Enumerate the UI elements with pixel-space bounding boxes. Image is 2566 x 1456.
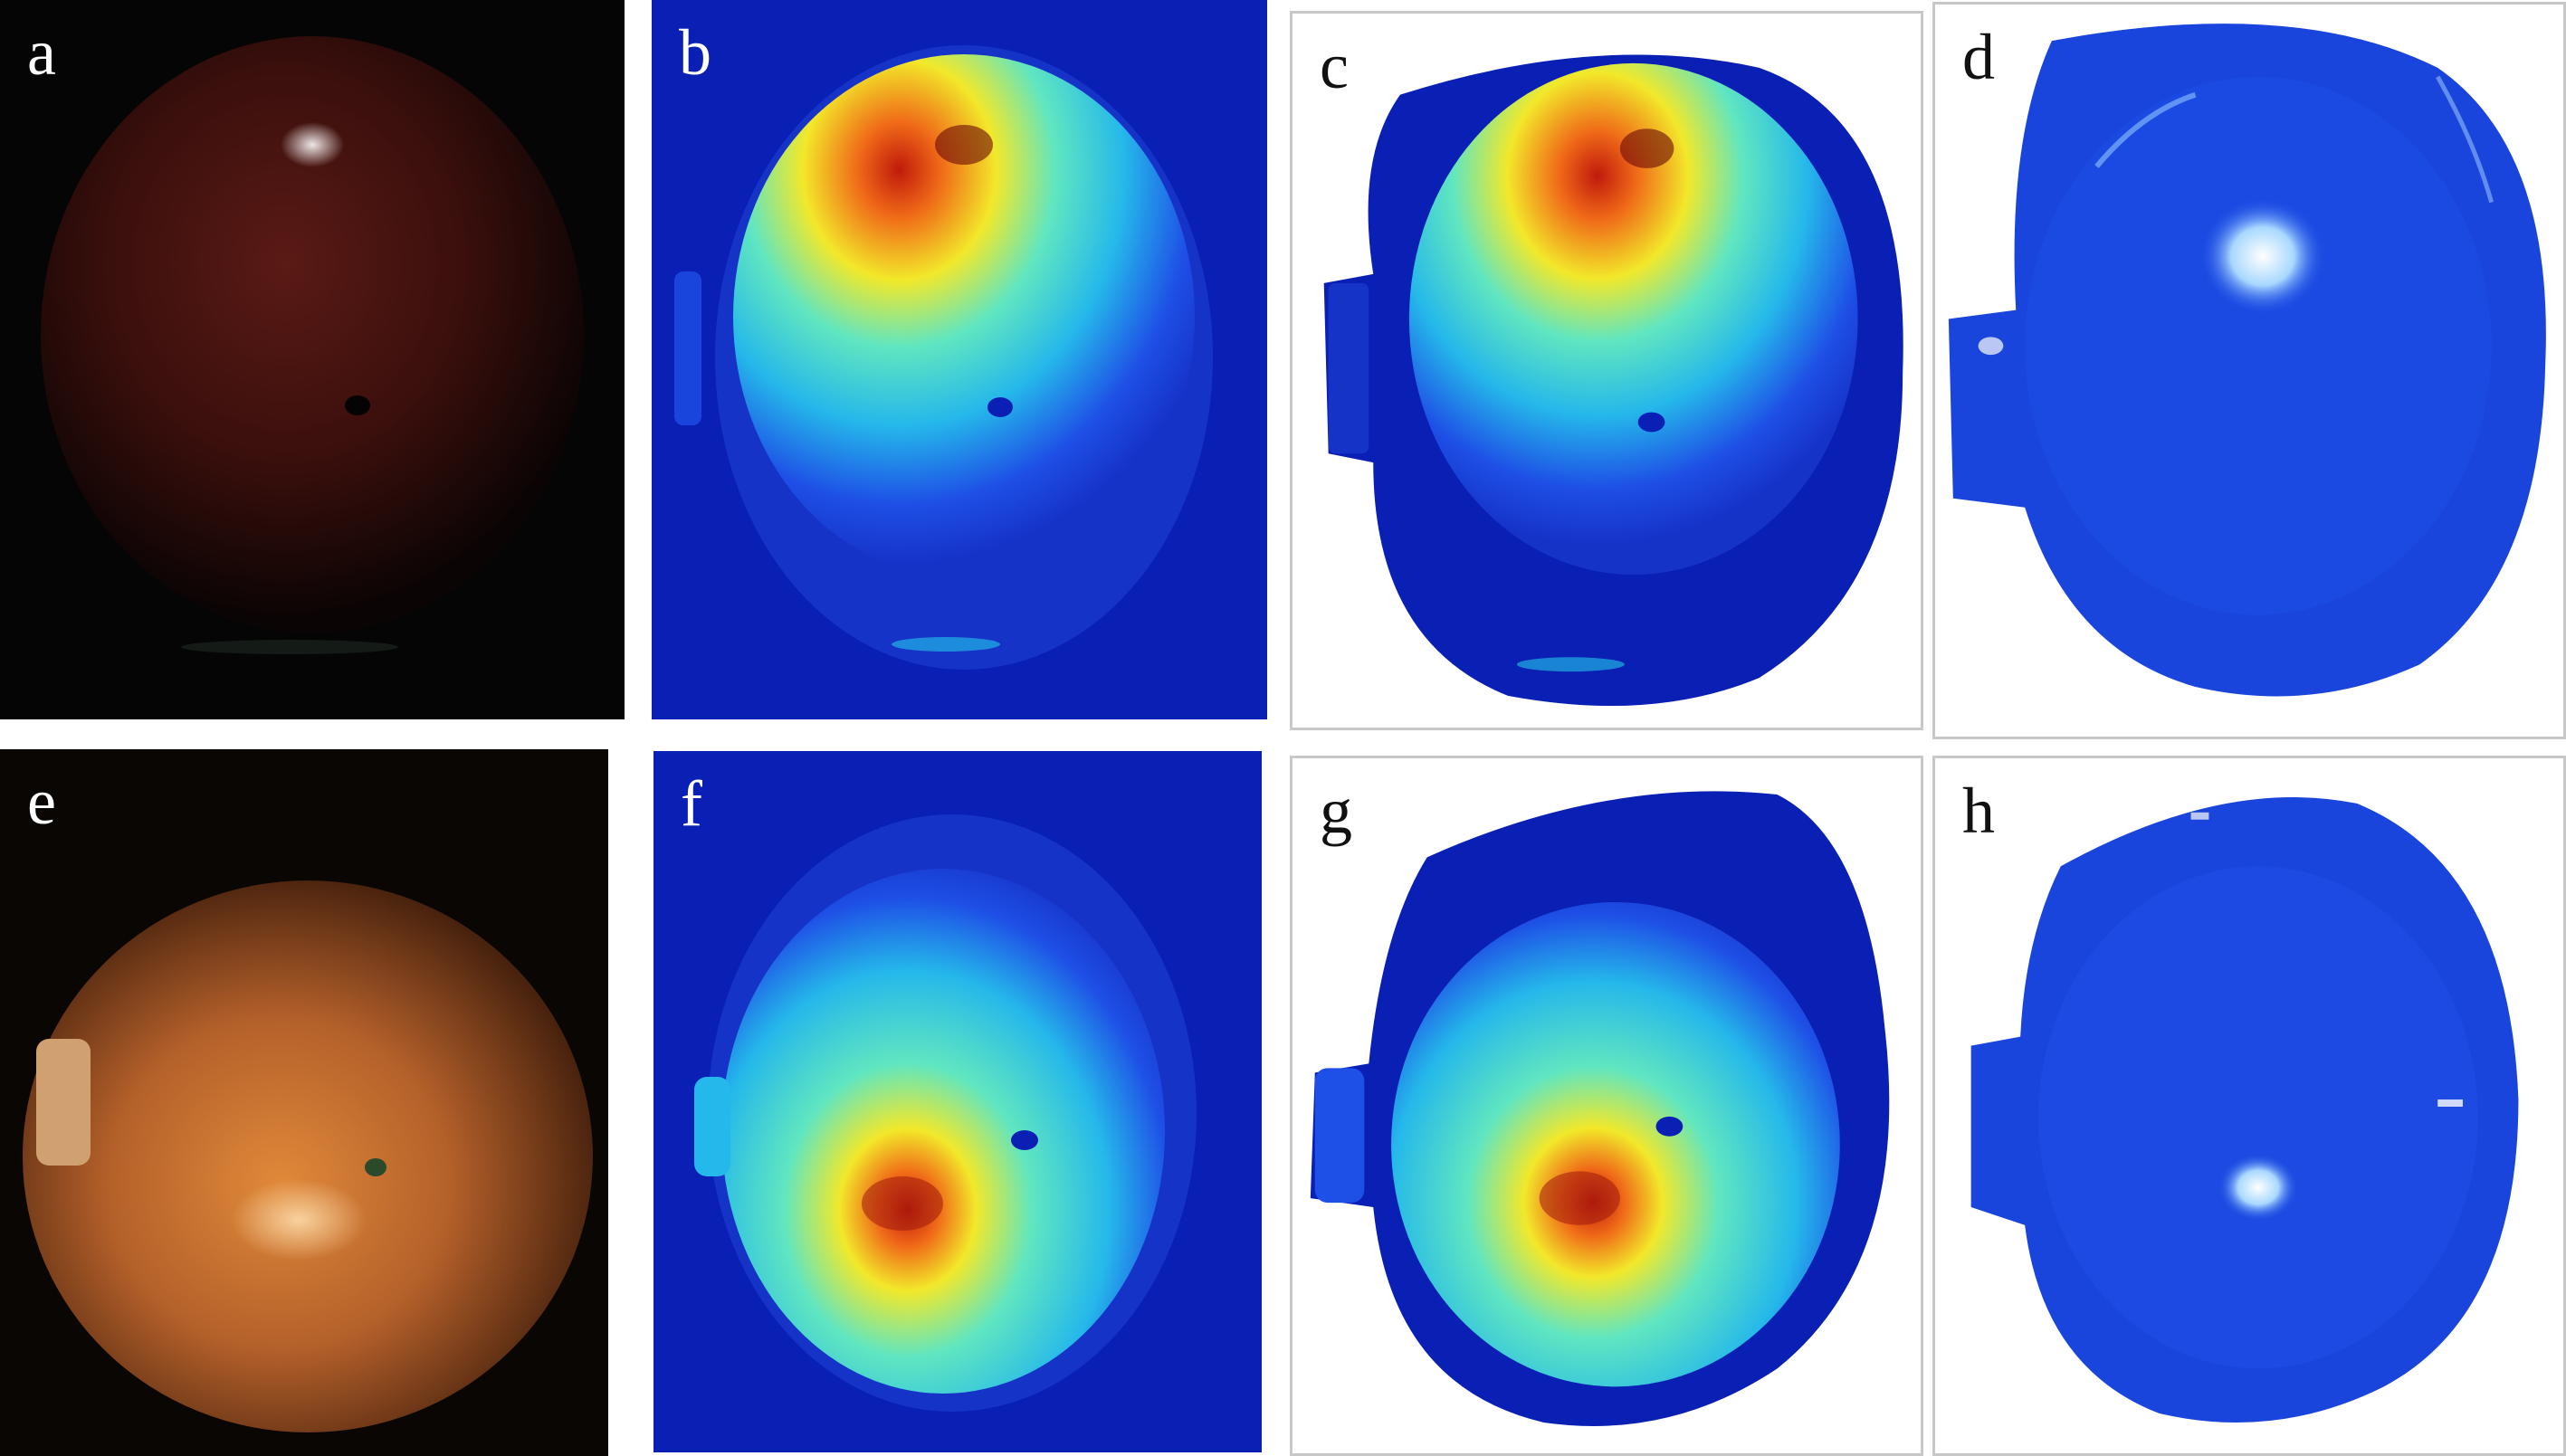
blemish-spot xyxy=(1011,1130,1038,1150)
panel-label-b: b xyxy=(679,16,711,89)
panel-label-d: d xyxy=(1962,21,1995,93)
panel-a-image xyxy=(0,0,625,719)
panel-b: b xyxy=(652,0,1267,719)
bright-spot xyxy=(2199,197,2326,315)
panel-b-image xyxy=(652,0,1267,719)
panel-c: c xyxy=(1290,11,1923,730)
fruit-body xyxy=(41,36,584,633)
blemish-spot xyxy=(987,397,1013,417)
panel-g: g xyxy=(1290,756,1923,1456)
panel-label-e: e xyxy=(27,766,56,838)
panel-label-a: a xyxy=(27,16,56,89)
blemish-spot xyxy=(345,395,370,415)
panel-label-h: h xyxy=(1962,775,1995,847)
panel-c-image xyxy=(1323,54,1903,707)
panel-d: d xyxy=(1932,2,2566,739)
panel-g-image xyxy=(1310,791,1890,1426)
panel-d-image xyxy=(1948,24,2546,697)
panel-label-c: c xyxy=(1320,30,1349,102)
panel-h-image xyxy=(1970,797,2519,1423)
panel-f: f xyxy=(653,751,1262,1452)
bright-spot xyxy=(2218,1153,2299,1222)
panel-h: h xyxy=(1932,756,2566,1456)
panel-a: a xyxy=(0,0,625,719)
blemish-spot xyxy=(365,1158,386,1176)
panel-label-g: g xyxy=(1320,775,1352,847)
blemish-spot xyxy=(1637,412,1665,433)
panel-e: e xyxy=(0,749,608,1456)
fruit-body xyxy=(23,880,593,1432)
panel-label-f: f xyxy=(681,767,702,840)
panel-e-image xyxy=(0,749,608,1456)
blemish-spot xyxy=(1655,1116,1684,1137)
panel-f-image xyxy=(653,751,1262,1452)
fruit-stem xyxy=(36,1039,91,1166)
